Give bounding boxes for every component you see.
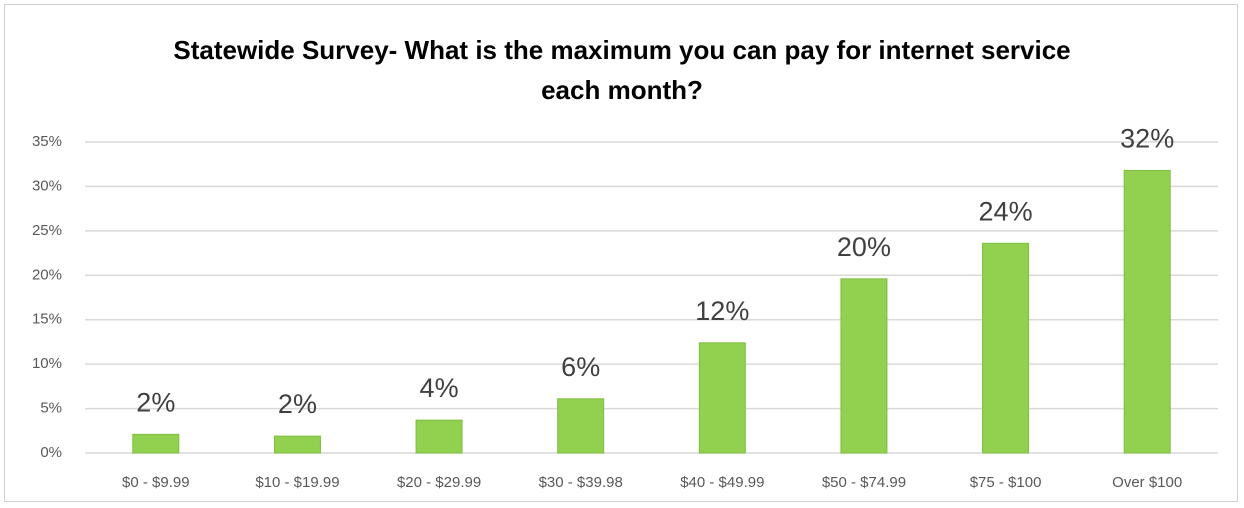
data-label: 24% xyxy=(979,196,1033,226)
y-tick-label: 20% xyxy=(32,266,62,283)
x-tick-label: $50 - $74.99 xyxy=(822,474,906,491)
data-label: 4% xyxy=(420,373,459,403)
x-tick-label: $40 - $49.99 xyxy=(680,474,764,491)
data-label: 12% xyxy=(695,296,749,326)
bar xyxy=(698,342,746,454)
bar xyxy=(840,278,888,454)
data-label: 6% xyxy=(561,352,600,382)
data-label: 20% xyxy=(837,232,891,262)
y-tick-label: 15% xyxy=(32,311,62,328)
x-tick-label: $0 - $9.99 xyxy=(122,474,190,491)
x-tick-label: Over $100 xyxy=(1112,474,1182,491)
y-tick-label: 30% xyxy=(32,177,62,194)
y-tick-label: 35% xyxy=(32,133,62,150)
chart-title: Statewide Survey- What is the maximum yo… xyxy=(173,35,1071,105)
y-tick-label: 5% xyxy=(40,400,62,417)
bar xyxy=(273,435,321,454)
x-tick-label: $75 - $100 xyxy=(970,474,1042,491)
chart-frame xyxy=(4,4,1238,502)
x-tick-label: $10 - $19.99 xyxy=(255,474,339,491)
data-label: 2% xyxy=(136,387,175,417)
bar xyxy=(1123,169,1171,454)
data-label: 32% xyxy=(1120,124,1174,154)
bar xyxy=(982,242,1030,454)
y-tick-label: 25% xyxy=(32,222,62,239)
data-label: 2% xyxy=(278,389,317,419)
x-tick-label: $30 - $39.98 xyxy=(539,474,623,491)
y-tick-label: 10% xyxy=(32,355,62,372)
bar xyxy=(415,419,463,454)
x-tick-label: $20 - $29.99 xyxy=(397,474,481,491)
bar xyxy=(557,398,605,454)
y-tick-label: 0% xyxy=(40,444,62,461)
bar xyxy=(132,433,180,454)
